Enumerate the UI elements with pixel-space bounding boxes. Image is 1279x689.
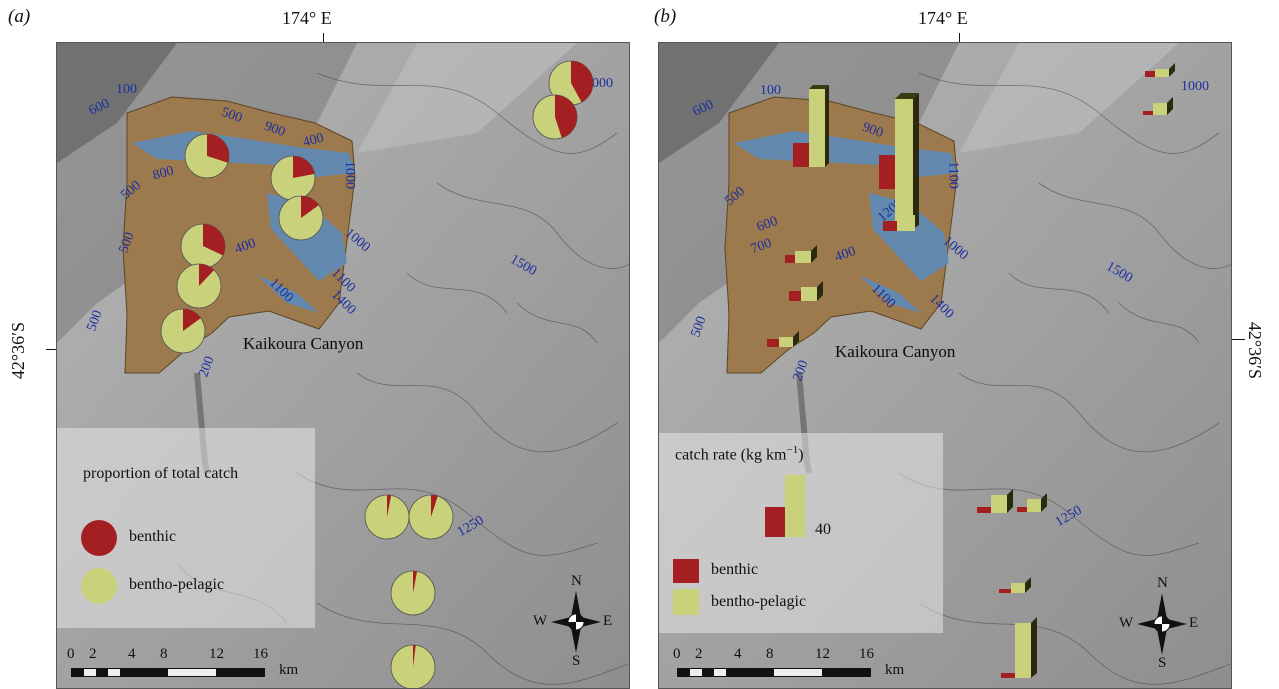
compass-rose-icon — [551, 591, 601, 653]
compass-n: N — [571, 573, 582, 589]
scale-tick: 16 — [253, 646, 268, 662]
scale-tick: 8 — [160, 646, 168, 662]
compass-b: N S W E — [1119, 575, 1199, 671]
scale-tick: 0 — [673, 646, 681, 662]
depth-label: 1000 — [342, 161, 357, 189]
depth-label: 1100 — [945, 161, 961, 189]
legend-reference-bar — [765, 475, 805, 537]
scale-tick: 2 — [89, 646, 97, 662]
legend-title-a: proportion of total catch — [83, 465, 239, 482]
compass-e: E — [603, 613, 613, 629]
place-name-kaikoura-a: Kaikoura Canyon — [243, 334, 364, 353]
depth-label: 1000 — [1181, 79, 1209, 94]
compass-w: W — [533, 613, 548, 629]
bentho-pelagic-swatch — [81, 568, 117, 604]
depth-label: 100 — [760, 83, 781, 98]
legend-swatches-a — [81, 520, 117, 604]
latitude-label-b: 42°36′S — [1245, 321, 1266, 380]
benthic-swatch — [673, 559, 699, 583]
legend-a: proportion of total catch benthic bentho… — [57, 428, 315, 628]
latitude-tick-b — [1227, 339, 1245, 340]
map-panel-b: Kaikoura Canyon 100 600 500 900 1100 100… — [658, 42, 1232, 689]
map-panel-a: Kaikoura Canyon 100 600 500 900 400 800 … — [56, 42, 630, 689]
panel-a-label: (a) — [8, 6, 31, 27]
scale-tick: 8 — [766, 646, 774, 662]
scale-bar — [677, 668, 871, 677]
compass-n: N — [1157, 575, 1168, 591]
scale-tick: 0 — [67, 646, 75, 662]
latitude-tick-a — [46, 349, 64, 350]
legend-b: catch rate (kg km−1) 40 benthic bentho-p… — [659, 433, 943, 633]
compass-s: S — [572, 653, 581, 669]
legend-title-b: catch rate (kg km−1) — [675, 444, 804, 464]
bentho-pelagic-swatch — [673, 589, 699, 615]
scale-tick: 2 — [695, 646, 703, 662]
longitude-label-b: 174° E — [918, 8, 968, 28]
legend-item-benthic-a: benthic — [129, 528, 177, 545]
benthic-swatch — [81, 520, 117, 556]
compass-s: S — [1158, 655, 1167, 671]
bathymetry-background-b — [659, 43, 1231, 688]
latitude-label-a: 42°36′S — [8, 321, 29, 380]
place-name-kaikoura-b: Kaikoura Canyon — [835, 342, 956, 361]
scale-tick: 4 — [128, 646, 136, 662]
panel-b-label: (b) — [654, 6, 677, 27]
longitude-label-a: 174° E — [282, 8, 332, 28]
scale-unit: km — [279, 662, 299, 678]
scale-tick: 4 — [734, 646, 742, 662]
compass-rose-icon — [1137, 593, 1187, 655]
compass-a: N S W E — [533, 573, 613, 669]
compass-e: E — [1189, 615, 1199, 631]
depth-label: 100 — [116, 82, 137, 97]
legend-item-bentho-pelagic-a: bentho-pelagic — [129, 576, 225, 593]
scale-unit: km — [885, 662, 905, 678]
scale-tick: 16 — [859, 646, 874, 662]
compass-w: W — [1119, 615, 1134, 631]
scale-bar — [71, 668, 265, 677]
legend-item-benthic-b: benthic — [711, 561, 759, 578]
legend-ref-value: 40 — [815, 521, 831, 538]
legend-item-bentho-pelagic-b: bentho-pelagic — [711, 593, 807, 610]
scale-tick: 12 — [815, 646, 830, 662]
scale-tick: 12 — [209, 646, 224, 662]
depth-label: 1000 — [585, 76, 613, 91]
